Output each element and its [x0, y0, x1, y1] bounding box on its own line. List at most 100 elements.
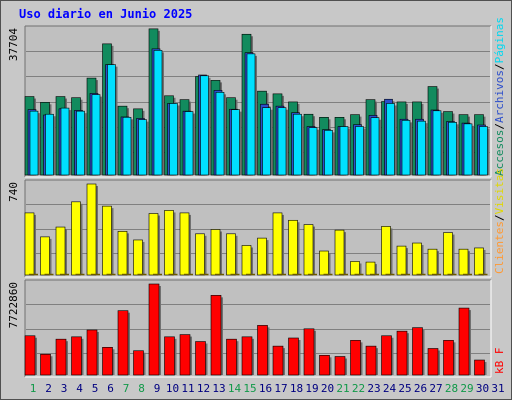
- bar-visitas: [86, 183, 97, 276]
- x-tick-label: 10: [166, 382, 179, 395]
- legend-accesos-archivos-paginas: Accesos/Archivos/Páginas: [493, 17, 506, 176]
- bar-clientes: [277, 273, 286, 276]
- x-tick-label: 17: [274, 382, 287, 395]
- bar-paginas: [184, 111, 194, 176]
- bar-clientes: [106, 273, 116, 276]
- bar-clientes: [432, 273, 441, 276]
- bar-clientes: [153, 273, 162, 276]
- bar-visitas: [458, 248, 469, 276]
- bar-clientes: [416, 273, 426, 276]
- bar-clientes: [447, 273, 457, 276]
- bar-clientes: [246, 273, 255, 276]
- bar-paginas: [401, 120, 411, 176]
- bar-clientes: [122, 273, 131, 276]
- bar-paginas: [370, 117, 380, 176]
- bar-kbf: [381, 335, 392, 376]
- bar-visitas: [117, 231, 128, 276]
- x-tick-label: 5: [92, 382, 99, 395]
- x-tick-label: 3: [61, 382, 68, 395]
- bar-paginas: [215, 92, 225, 176]
- bar-paginas: [308, 127, 318, 176]
- bar-kbf: [24, 335, 36, 376]
- bar-clientes: [199, 273, 209, 276]
- x-tick-label: 18: [290, 382, 303, 395]
- bar-paginas: [122, 117, 132, 176]
- bar-kbf: [241, 336, 253, 376]
- bar-kbf: [412, 327, 423, 376]
- x-tick-label: 13: [212, 382, 225, 395]
- bar-paginas: [138, 119, 147, 176]
- accesos-panel-ymax-label: 37704: [7, 28, 20, 61]
- bar-kbf: [334, 356, 346, 376]
- bar-clientes: [463, 273, 472, 276]
- x-tick-label: 4: [76, 382, 83, 395]
- bar-kbf: [458, 307, 470, 376]
- bar-visitas: [319, 250, 329, 276]
- bar-visitas: [474, 247, 484, 276]
- x-tick-label: 11: [181, 382, 194, 395]
- bar-clientes: [44, 273, 54, 276]
- x-tick-label: 16: [259, 382, 272, 395]
- x-tick-label: 1: [30, 382, 37, 395]
- bar-visitas: [179, 212, 190, 276]
- x-tick-label: 15: [243, 382, 256, 395]
- bar-visitas: [412, 242, 422, 276]
- bar-visitas: [381, 226, 391, 276]
- bar-clientes: [354, 273, 364, 276]
- bar-kbf: [319, 355, 330, 376]
- bar-visitas: [40, 236, 50, 276]
- bar-kbf: [350, 340, 361, 376]
- legend-kbf-part: kB F: [493, 348, 506, 375]
- bar-visitas: [257, 237, 267, 276]
- bar-kbf: [195, 341, 206, 376]
- bar-paginas: [386, 103, 395, 176]
- bar-clientes: [385, 273, 395, 276]
- bar-paginas: [432, 110, 442, 176]
- bar-paginas: [417, 120, 426, 176]
- bar-kbf: [148, 283, 160, 376]
- bar-kbf: [474, 359, 485, 376]
- bar-clientes: [137, 273, 147, 276]
- x-tick-label: 31: [491, 382, 504, 395]
- bar-paginas: [91, 94, 101, 176]
- bar-kbf: [396, 330, 408, 376]
- x-tick-label: 22: [352, 382, 365, 395]
- bar-clientes: [478, 273, 488, 276]
- x-tick-label: 21: [336, 382, 349, 395]
- bar-clientes: [168, 273, 178, 276]
- bar-visitas: [210, 229, 221, 276]
- x-tick-label: 30: [476, 382, 489, 395]
- x-tick-label: 20: [321, 382, 334, 395]
- bar-paginas: [246, 53, 256, 176]
- bar-visitas: [148, 213, 159, 276]
- x-tick-label: 24: [383, 382, 397, 395]
- bar-clientes: [261, 273, 271, 276]
- x-tick-label: 19: [305, 382, 318, 395]
- bar-paginas: [324, 130, 333, 176]
- bar-paginas: [76, 110, 85, 176]
- bar-clientes: [91, 273, 100, 276]
- x-tick-label: 9: [154, 382, 161, 395]
- kbf-panel-ymax-label: 7722860: [7, 282, 20, 328]
- bar-paginas: [45, 113, 54, 176]
- bar-kbf: [117, 310, 129, 376]
- bar-paginas: [231, 109, 240, 176]
- bar-clientes: [401, 273, 410, 276]
- bar-paginas: [448, 122, 457, 176]
- x-tick-label: 2: [45, 382, 52, 395]
- bar-paginas: [153, 50, 163, 176]
- bar-kbf: [288, 337, 299, 376]
- x-tick-label: 28: [445, 382, 458, 395]
- bar-paginas: [60, 107, 70, 176]
- visitas-panel-ymax-label: 740: [7, 182, 20, 202]
- bar-visitas: [334, 229, 345, 276]
- bar-clientes: [184, 273, 193, 276]
- bar-kbf: [55, 338, 67, 376]
- bar-paginas: [293, 113, 302, 176]
- legend-clientes-visitas-part: Clientes: [493, 221, 506, 274]
- bar-visitas: [24, 212, 35, 276]
- legend-accesos-archivos-paginas-part: Páginas: [493, 17, 506, 63]
- bar-kbf: [71, 336, 82, 376]
- x-tick-label: 25: [398, 382, 411, 395]
